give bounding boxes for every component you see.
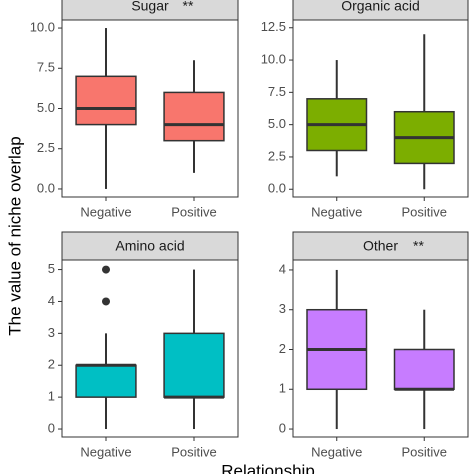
y-axis-label: The value of niche overlap bbox=[5, 136, 24, 335]
x-tick-label: Positive bbox=[401, 204, 447, 219]
x-tick-label: Negative bbox=[80, 204, 131, 219]
y-tick-label: 10.0 bbox=[261, 51, 286, 66]
y-tick-label: 0.0 bbox=[37, 180, 55, 195]
y-tick-label: 0 bbox=[48, 420, 55, 435]
x-tick-label: Negative bbox=[311, 444, 362, 459]
y-tick-label: 2.5 bbox=[268, 148, 286, 163]
y-tick-label: 4 bbox=[48, 293, 55, 308]
panel-title: Other bbox=[363, 238, 398, 254]
y-tick-label: 0 bbox=[279, 420, 286, 435]
y-tick-label: 1 bbox=[48, 389, 55, 404]
y-tick-label: 3 bbox=[279, 301, 286, 316]
y-tick-label: 7.5 bbox=[37, 60, 55, 75]
y-tick-label: 1 bbox=[279, 381, 286, 396]
y-tick-label: 10.0 bbox=[30, 19, 55, 34]
significance: ** bbox=[413, 238, 424, 254]
panel-title: Amino acid bbox=[115, 238, 184, 254]
y-tick-label: 2 bbox=[279, 341, 286, 356]
x-axis-label: Relationship bbox=[221, 461, 315, 474]
y-tick-label: 3 bbox=[48, 325, 55, 340]
x-tick-label: Negative bbox=[80, 444, 131, 459]
strip bbox=[61, 231, 239, 261]
significance: ** bbox=[183, 0, 194, 14]
y-tick-label: 0.0 bbox=[268, 181, 286, 196]
box bbox=[393, 348, 455, 391]
panel-border bbox=[292, 19, 469, 198]
box bbox=[163, 91, 225, 142]
y-tick-label: 5 bbox=[48, 261, 55, 276]
box bbox=[163, 332, 225, 398]
x-tick-label: Positive bbox=[401, 444, 447, 459]
y-tick-label: 5.0 bbox=[37, 100, 55, 115]
box bbox=[75, 75, 137, 126]
panel-border bbox=[292, 259, 469, 438]
x-tick-label: Positive bbox=[171, 204, 217, 219]
panel-border bbox=[61, 259, 239, 438]
x-tick-label: Negative bbox=[311, 204, 362, 219]
strip bbox=[292, 231, 469, 261]
y-tick-label: 4 bbox=[279, 261, 286, 276]
y-tick-label: 7.5 bbox=[268, 84, 286, 99]
panel-title: Sugar bbox=[131, 0, 169, 14]
y-tick-label: 12.5 bbox=[261, 19, 286, 34]
panel-title: Organic acid bbox=[341, 0, 420, 14]
box bbox=[75, 364, 137, 398]
x-tick-label: Positive bbox=[171, 444, 217, 459]
y-tick-label: 2.5 bbox=[37, 140, 55, 155]
outlier bbox=[102, 297, 110, 306]
outlier bbox=[102, 265, 110, 274]
y-tick-label: 2 bbox=[48, 357, 55, 372]
y-tick-label: 5.0 bbox=[268, 116, 286, 131]
